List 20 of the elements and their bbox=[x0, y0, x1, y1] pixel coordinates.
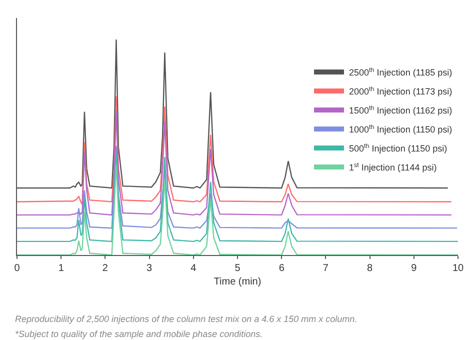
text: *Subject to quality of the sample and mobile phase conditions. bbox=[15, 329, 263, 339]
legend-label: 2500$^{th}$ Injection (1185 psi) bbox=[349, 66, 452, 78]
legend-label: 1000$^{th}$ Injection (1150 psi) bbox=[349, 124, 452, 135]
x-tick-label: 8 bbox=[367, 263, 374, 274]
x-tick-label: 4 bbox=[190, 263, 197, 274]
legend-label: 500$^{th}$ Injection (1150 psi) bbox=[349, 142, 448, 154]
legend-label: 1$^{st}$ Injection (1144 psi) bbox=[349, 162, 437, 173]
x-tick-label: 0 bbox=[14, 263, 20, 274]
x-tick-label: 9 bbox=[411, 263, 418, 274]
x-tick-label: 2 bbox=[102, 263, 108, 274]
text: Reproducibility of 2,500 injections of the column test mix on a 4.6 x 150 mm x column. bbox=[15, 314, 358, 324]
x-tick-label: 1 bbox=[58, 263, 64, 274]
x-axis-title: Time (min) bbox=[214, 276, 262, 288]
legend-label: 1500$^{th}$ Injection (1162 psi) bbox=[349, 104, 452, 116]
x-tick-label: 3 bbox=[146, 263, 153, 274]
legend-label: 2000$^{th}$ Injection (1173 psi) bbox=[349, 86, 452, 97]
x-tick-label: 5 bbox=[234, 263, 241, 274]
x-tick-label: 7 bbox=[322, 263, 329, 274]
x-tick-label: 6 bbox=[278, 263, 285, 274]
x-tick-label: 10 bbox=[452, 263, 464, 274]
